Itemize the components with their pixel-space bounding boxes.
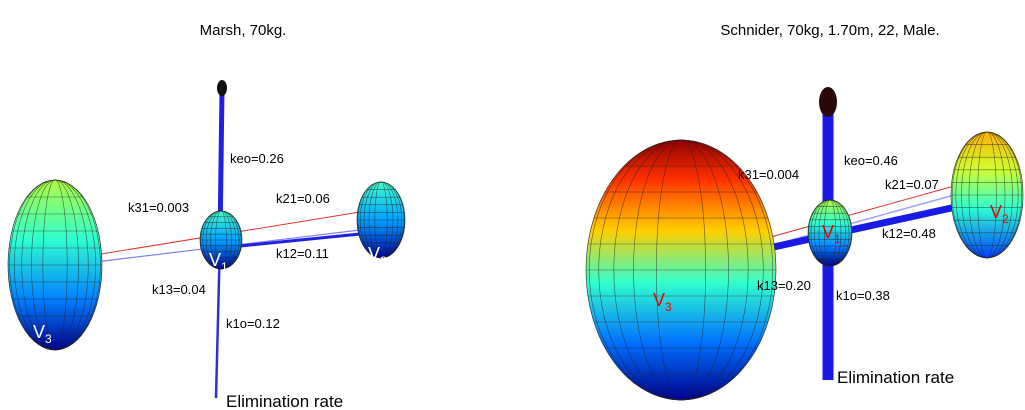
mesh-line [977, 131, 997, 259]
compartment [950, 131, 1024, 259]
mesh-line [215, 210, 227, 270]
panel-title: Schnider, 70kg, 1.70m, 22, Male. [720, 22, 939, 39]
elimination-label: Elimination rate [837, 368, 954, 387]
rate-label: k1o=0.12 [226, 316, 280, 331]
effect-site [217, 80, 227, 96]
rate-label: k13=0.20 [757, 278, 811, 293]
rate-label: k12=0.48 [882, 226, 936, 241]
panel-schnider: Schnider, 70kg, 1.70m, 22, Male. keo=0.4… [585, 22, 1024, 401]
k12-link [229, 232, 361, 249]
rate-label: k21=0.07 [885, 177, 939, 192]
compartment [199, 210, 243, 270]
compartment-label: V1 [209, 250, 228, 274]
compartment [585, 139, 777, 401]
rate-label: keo=0.46 [844, 153, 898, 168]
compartment-label: V1 [822, 222, 841, 246]
effect-site [819, 87, 837, 117]
rate-label: k1o=0.38 [836, 288, 890, 303]
panel-marsh: Marsh, 70kg. keo=0.26 k31=0.003 k21=0.06… [7, 22, 406, 410]
mesh-line [656, 139, 706, 401]
rate-label: k21=0.06 [276, 191, 330, 206]
mesh-line [42, 179, 68, 351]
rate-label: keo=0.26 [230, 151, 284, 166]
rate-label: k13=0.04 [152, 282, 206, 297]
k13-link [769, 191, 966, 247]
rate-label: k31=0.003 [128, 200, 189, 215]
mesh-line [824, 199, 836, 267]
rate-label: k31=0.004 [738, 167, 799, 182]
rate-label: k12=0.11 [276, 246, 329, 261]
compartment-label: V3 [653, 290, 672, 314]
compartment-label: V2 [990, 202, 1009, 226]
compartment-label: V2 [368, 244, 387, 268]
k12-link [759, 201, 966, 254]
panel-title: Marsh, 70kg. [200, 22, 287, 39]
elimination-label: Elimination rate [226, 392, 343, 410]
compartment [7, 179, 103, 351]
compartment [356, 181, 406, 259]
compartment-label: V3 [33, 322, 52, 346]
mesh-line [374, 181, 388, 259]
compartment [807, 199, 853, 267]
k31-link [759, 182, 966, 241]
